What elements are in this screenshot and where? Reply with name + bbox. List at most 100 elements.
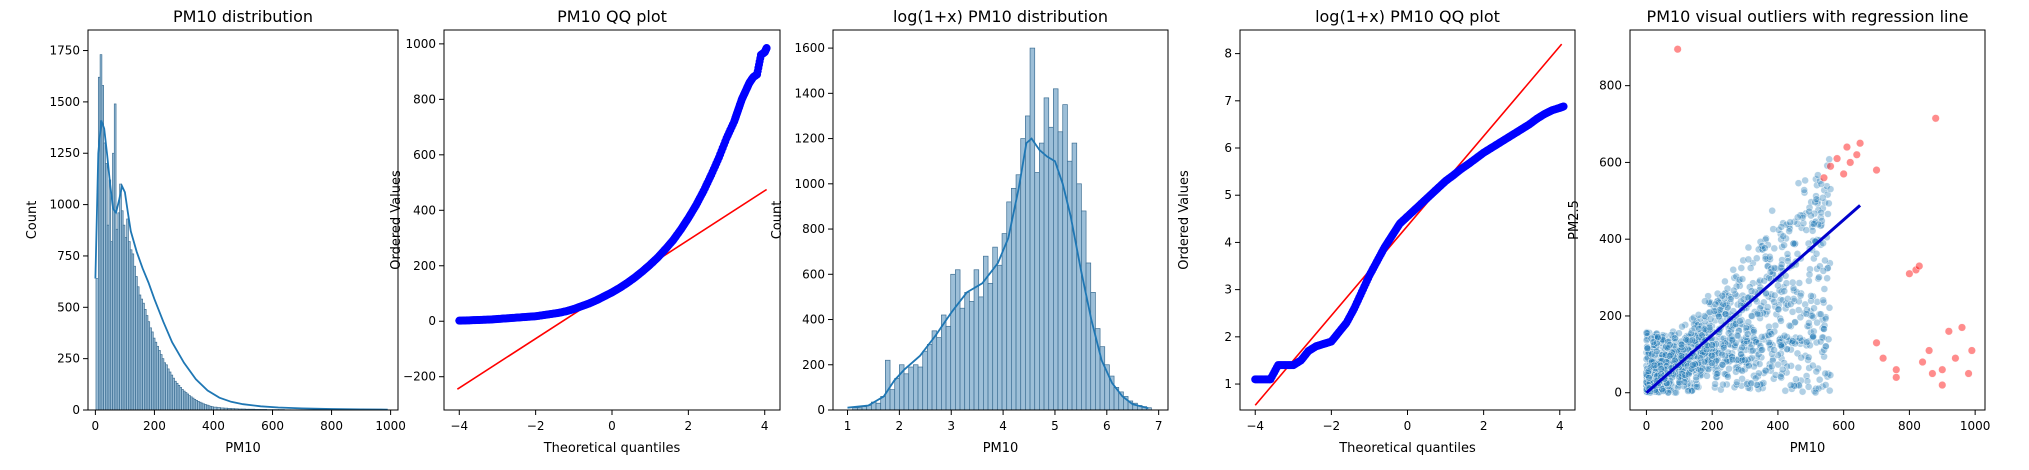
inlier-point	[1671, 334, 1679, 342]
inlier-point	[1794, 213, 1802, 222]
inlier-point	[1774, 281, 1782, 290]
inlier-point	[1777, 263, 1785, 272]
inlier-point	[1783, 250, 1792, 258]
inlier-point	[1664, 388, 1672, 397]
inlier-point	[1748, 340, 1756, 349]
inlier-point	[1747, 287, 1756, 295]
inlier-point	[1795, 279, 1803, 287]
inlier-point	[1680, 378, 1689, 386]
inlier-point	[1766, 328, 1774, 336]
inlier-point	[1644, 347, 1652, 356]
axes-frame	[443, 29, 781, 411]
inlier-point	[1695, 325, 1703, 333]
inlier-point	[1645, 374, 1653, 382]
inlier-point	[1787, 345, 1795, 354]
y-tick-label: 400	[802, 313, 825, 327]
inlier-point	[1765, 338, 1773, 347]
inlier-point	[1808, 222, 1817, 231]
inlier-point	[1749, 334, 1758, 342]
y-tick-label: 1600	[794, 41, 825, 55]
inlier-point	[1805, 203, 1814, 212]
inlier-point	[1824, 264, 1832, 272]
histogram-bar	[959, 307, 966, 410]
inlier-point	[1777, 230, 1785, 238]
inlier-point	[1812, 384, 1820, 393]
histogram-bar	[913, 364, 919, 410]
inlier-point	[1725, 324, 1733, 333]
histogram-bar	[941, 314, 947, 410]
inlier-point	[1784, 254, 1792, 262]
inlier-point	[1675, 329, 1683, 337]
inlier-point	[1647, 334, 1656, 343]
inlier-point	[1806, 341, 1814, 350]
inlier-point	[1813, 298, 1821, 306]
inlier-point	[1702, 313, 1710, 322]
x-tick-label: 0	[92, 419, 100, 433]
inlier-point	[1786, 218, 1794, 226]
inlier-point	[1763, 262, 1772, 270]
inlier-point	[1648, 350, 1656, 358]
inlier-point	[1805, 270, 1814, 279]
histogram-bar	[1146, 407, 1152, 410]
plot-area	[847, 47, 1152, 410]
inlier-point	[1818, 333, 1827, 342]
histogram-bar	[927, 344, 933, 410]
inlier-point	[1743, 294, 1752, 302]
y-tick-label: 200	[802, 358, 825, 372]
inlier-point	[1728, 336, 1737, 344]
inlier-point	[1747, 312, 1756, 320]
x-tick-label: −4	[450, 419, 468, 433]
inlier-point	[1787, 300, 1795, 308]
inlier-point	[1814, 274, 1822, 283]
inlier-point	[1790, 240, 1799, 248]
inlier-point	[1750, 327, 1758, 336]
inlier-point	[1821, 313, 1830, 321]
inlier-point	[1778, 370, 1786, 378]
inlier-point	[1788, 278, 1797, 287]
inlier-point	[1712, 357, 1720, 365]
inlier-point	[1800, 188, 1809, 197]
y-tick-label: 1500	[49, 95, 80, 109]
histogram-bar	[889, 389, 896, 410]
inlier-point	[1643, 371, 1651, 380]
histogram-bar	[992, 246, 998, 410]
inlier-point	[1764, 241, 1772, 249]
inlier-point	[1683, 362, 1692, 370]
x-tick-label: 800	[320, 419, 343, 433]
inlier-point	[1778, 260, 1786, 269]
x-tick-label: 4	[761, 419, 769, 433]
x-tick-label: 2	[685, 419, 693, 433]
inlier-point	[1732, 380, 1741, 389]
inlier-point	[1758, 242, 1766, 250]
y-tick-label: 0	[428, 314, 436, 328]
inlier-point	[1705, 308, 1714, 316]
outlier-point	[1872, 166, 1881, 175]
y-tick-label: 0	[817, 403, 825, 417]
inlier-point	[1659, 387, 1667, 395]
y-tick-label: 250	[57, 352, 80, 366]
inlier-point	[1701, 297, 1709, 305]
inlier-point	[1805, 277, 1813, 285]
x-tick-label: 200	[143, 419, 166, 433]
inlier-point	[1704, 309, 1713, 317]
x-tick-label: 2	[896, 419, 904, 433]
x-tick-label: −2	[527, 419, 545, 433]
y-axis-label: Ordered Values	[389, 170, 404, 270]
inlier-point	[1706, 325, 1714, 334]
inlier-point	[1777, 317, 1785, 325]
histogram-bar	[1090, 292, 1096, 410]
inlier-point	[1811, 198, 1819, 206]
inlier-point	[1755, 360, 1764, 368]
inlier-point	[1783, 333, 1791, 341]
inlier-point	[1814, 206, 1823, 214]
inlier-point	[1825, 304, 1834, 312]
histogram-bar	[1039, 142, 1045, 410]
outlier-point	[1892, 373, 1901, 382]
inlier-point	[1814, 171, 1822, 179]
inlier-point	[1744, 330, 1752, 338]
inlier-point	[1824, 335, 1833, 344]
inlier-point	[1756, 276, 1764, 285]
inlier-point	[1819, 204, 1827, 212]
inlier-point	[1789, 284, 1798, 292]
inlier-point	[1794, 363, 1803, 372]
